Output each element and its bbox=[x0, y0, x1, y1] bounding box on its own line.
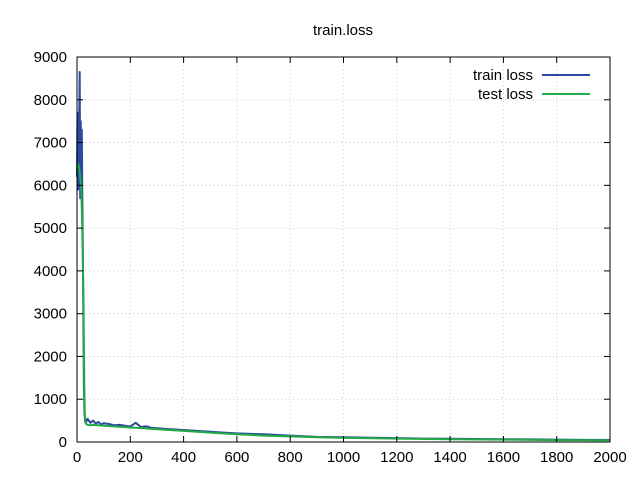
axis-ticks: 0 200 400 600 800 1000 1200 1400 1600 1800 2000 0 10… bbox=[34, 49, 627, 466]
grid-lines bbox=[77, 57, 610, 442]
y-tick-label: 1000 bbox=[34, 391, 67, 408]
legend-label-train: train loss bbox=[473, 67, 533, 84]
x-tick-label: 1000 bbox=[327, 449, 360, 466]
y-tick-label: 6000 bbox=[34, 177, 67, 194]
x-tick-label: 1200 bbox=[380, 449, 413, 466]
x-tick-label: 400 bbox=[171, 449, 196, 466]
legend: train loss test loss bbox=[473, 67, 590, 103]
chart-title: train.loss bbox=[313, 22, 373, 39]
y-tick-label: 4000 bbox=[34, 263, 67, 280]
x-tick-label: 200 bbox=[118, 449, 143, 466]
x-tick-label: 1800 bbox=[540, 449, 573, 466]
y-tick-label: 2000 bbox=[34, 348, 67, 365]
series-line-test-loss bbox=[76, 162, 611, 442]
y-tick-label: 0 bbox=[59, 434, 67, 451]
series-line-train-loss bbox=[76, 71, 610, 441]
series-lines bbox=[76, 71, 611, 442]
legend-label-test: test loss bbox=[478, 86, 533, 103]
y-tick-label: 7000 bbox=[34, 135, 67, 152]
y-tick-label: 5000 bbox=[34, 220, 67, 237]
x-tick-label: 1400 bbox=[433, 449, 466, 466]
x-tick-label: 1600 bbox=[487, 449, 520, 466]
y-tick-label: 9000 bbox=[34, 49, 67, 66]
y-tick-label: 8000 bbox=[34, 92, 67, 109]
x-tick-label: 2000 bbox=[593, 449, 626, 466]
x-tick-label: 600 bbox=[224, 449, 249, 466]
y-tick-label: 3000 bbox=[34, 306, 67, 323]
x-tick-label: 800 bbox=[278, 449, 303, 466]
x-tick-label: 0 bbox=[73, 449, 81, 466]
